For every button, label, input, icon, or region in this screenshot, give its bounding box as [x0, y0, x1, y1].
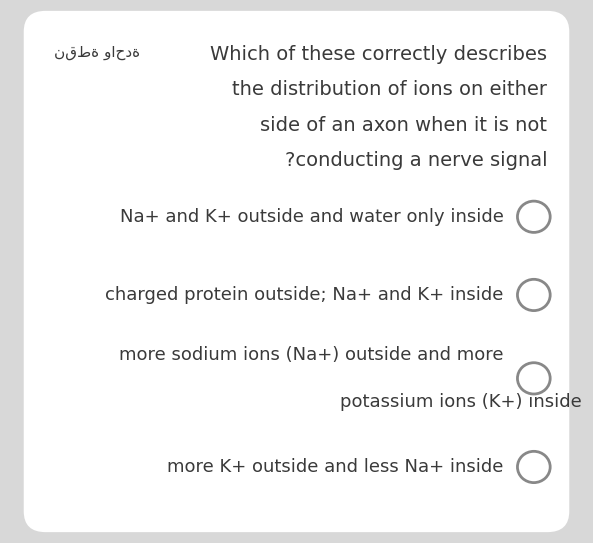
- Text: side of an axon when it is not: side of an axon when it is not: [260, 116, 547, 135]
- Text: the distribution of ions on either: the distribution of ions on either: [232, 80, 547, 99]
- Text: نقطة واحدة: نقطة واحدة: [54, 45, 140, 60]
- Text: more K+ outside and less Na+ inside: more K+ outside and less Na+ inside: [167, 458, 504, 476]
- Text: Na+ and K+ outside and water only inside: Na+ and K+ outside and water only inside: [120, 208, 504, 226]
- Text: Which of these correctly describes: Which of these correctly describes: [211, 45, 547, 64]
- Text: potassium ions (K+) inside: potassium ions (K+) inside: [340, 393, 582, 411]
- Text: more sodium ions (Na+) outside and more: more sodium ions (Na+) outside and more: [119, 346, 504, 364]
- Text: ?conducting a nerve signal: ?conducting a nerve signal: [285, 151, 547, 170]
- Text: charged protein outside; Na+ and K+ inside: charged protein outside; Na+ and K+ insi…: [106, 286, 504, 304]
- FancyBboxPatch shape: [24, 11, 569, 532]
